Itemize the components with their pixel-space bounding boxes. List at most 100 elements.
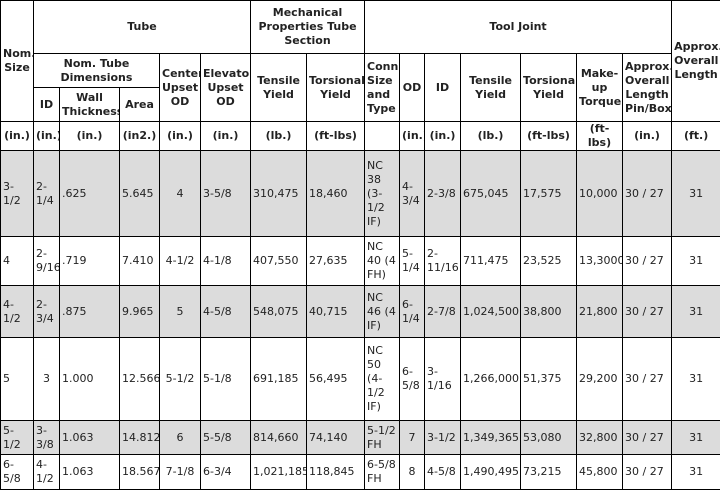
cell-conn-size-type: 6-5/8 FH [365,455,400,490]
cell-approx-length-pin-box: 30 / 27 [623,151,672,237]
header-approx-overall-length: Approx. Overall Length [672,1,720,122]
header-torsional-yield: Torsional Yield [307,54,365,122]
cell-elevator-upset-od: 3-5/8 [201,151,251,237]
table-row: 4-1/2 2-3/4 .875 9.965 5 4-5/8 548,075 4… [1,286,720,338]
cell-nom-size: 3-1/2 [1,151,34,237]
cell-tj-tensile-yield: 1,024,500 [461,286,521,338]
unit-cell: (ft-lbs) [521,122,577,151]
cell-center-upset-od: 5 [160,286,201,338]
cell-tensile-yield: 310,475 [251,151,307,237]
unit-cell: (in.) [160,122,201,151]
header-tube-id: ID [34,88,60,122]
unit-cell: (ft-lbs) [307,122,365,151]
cell-approx-overall-length: 31 [672,151,720,237]
cell-wall-thickness: 1.000 [60,338,120,421]
cell-tensile-yield: 548,075 [251,286,307,338]
cell-tj-tensile-yield: 711,475 [461,237,521,286]
cell-tj-od: 4-3/4 [400,151,425,237]
unit-cell: (in.) [201,122,251,151]
header-nom-tube-dimensions: Nom. Tube Dimensions [34,54,160,88]
cell-makeup-torque: 45,800 [577,455,623,490]
cell-center-upset-od: 4 [160,151,201,237]
table-row: 5-1/2 3-3/8 1.063 14.812 6 5-5/8 814,660… [1,421,720,455]
header-center-upset-od: Center Upset OD [160,54,201,122]
table-row: 3-1/2 2-1/4 .625 5.645 4 3-5/8 310,475 1… [1,151,720,237]
header-elevator-upset-od: Elevator Upset OD [201,54,251,122]
cell-approx-length-pin-box: 30 / 27 [623,455,672,490]
cell-elevator-upset-od: 4-1/8 [201,237,251,286]
header-mechanical-properties: Mechanical Properties Tube Section [251,1,365,54]
cell-tube-id: 2-9/16 [34,237,60,286]
cell-makeup-torque: 21,800 [577,286,623,338]
cell-area: 5.645 [120,151,160,237]
cell-wall-thickness: 1.063 [60,421,120,455]
unit-cell: (lb.) [461,122,521,151]
cell-wall-thickness: .719 [60,237,120,286]
cell-tube-id: 3 [34,338,60,421]
unit-cell [365,122,400,151]
unit-cell: (ft-lbs) [577,122,623,151]
cell-approx-overall-length: 31 [672,237,720,286]
header-area: Area [120,88,160,122]
cell-tensile-yield: 814,660 [251,421,307,455]
cell-makeup-torque: 29,200 [577,338,623,421]
cell-tj-torsional-yield: 53,080 [521,421,577,455]
unit-cell: (in.) [425,122,461,151]
cell-torsional-yield: 118,845 [307,455,365,490]
cell-tj-tensile-yield: 1,490,495 [461,455,521,490]
cell-tensile-yield: 1,021,185 [251,455,307,490]
cell-elevator-upset-od: 6-3/4 [201,455,251,490]
header-tensile-yield: Tensile Yield [251,54,307,122]
cell-tube-id: 2-3/4 [34,286,60,338]
cell-tj-od: 6-1/4 [400,286,425,338]
unit-cell: (in.) [400,122,425,151]
cell-center-upset-od: 5-1/2 [160,338,201,421]
cell-center-upset-od: 6 [160,421,201,455]
cell-tj-torsional-yield: 23,525 [521,237,577,286]
cell-wall-thickness: .875 [60,286,120,338]
cell-torsional-yield: 40,715 [307,286,365,338]
cell-tj-id: 3-1/2 [425,421,461,455]
header-wall-thickness: Wall Thickness [60,88,120,122]
cell-tj-id: 4-5/8 [425,455,461,490]
cell-elevator-upset-od: 5-1/8 [201,338,251,421]
cell-area: 7.410 [120,237,160,286]
cell-tj-torsional-yield: 38,800 [521,286,577,338]
header-approx-overall-length-pin-box: Approx. Overall Length Pin/Box [623,54,672,122]
header-tj-tensile-yield: Tensile Yield [461,54,521,122]
cell-wall-thickness: 1.063 [60,455,120,490]
cell-torsional-yield: 56,495 [307,338,365,421]
unit-cell: (ft.) [672,122,720,151]
cell-tube-id: 2-1/4 [34,151,60,237]
cell-approx-overall-length: 31 [672,421,720,455]
cell-tube-id: 4-1/2 [34,455,60,490]
units-row: (in.) (in.) (in.) (in2.) (in.) (in.) (lb… [1,122,720,151]
table-row: 5 3 1.000 12.566 5-1/2 5-1/8 691,185 56,… [1,338,720,421]
cell-approx-length-pin-box: 30 / 27 [623,338,672,421]
cell-approx-overall-length: 31 [672,455,720,490]
cell-center-upset-od: 7-1/8 [160,455,201,490]
header-tube: Tube [34,1,251,54]
unit-cell: (in.) [34,122,60,151]
unit-cell: (in.) [1,122,34,151]
table-row: 6-5/8 4-1/2 1.063 18.567 7-1/8 6-3/4 1,0… [1,455,720,490]
cell-tj-id: 2-7/8 [425,286,461,338]
unit-cell: (in.) [60,122,120,151]
cell-tj-od: 8 [400,455,425,490]
cell-area: 14.812 [120,421,160,455]
cell-conn-size-type: 5-1/2 FH [365,421,400,455]
cell-tj-od: 5-1/4 [400,237,425,286]
cell-tj-tensile-yield: 1,266,000 [461,338,521,421]
cell-makeup-torque: 32,800 [577,421,623,455]
cell-approx-length-pin-box: 30 / 27 [623,237,672,286]
cell-conn-size-type: NC 38 (3-1/2 IF) [365,151,400,237]
cell-elevator-upset-od: 4-5/8 [201,286,251,338]
cell-nom-size: 4 [1,237,34,286]
cell-area: 9.965 [120,286,160,338]
cell-approx-overall-length: 31 [672,286,720,338]
cell-tj-torsional-yield: 51,375 [521,338,577,421]
cell-area: 12.566 [120,338,160,421]
cell-conn-size-type: NC 50 (4-1/2 IF) [365,338,400,421]
cell-approx-length-pin-box: 30 / 27 [623,421,672,455]
